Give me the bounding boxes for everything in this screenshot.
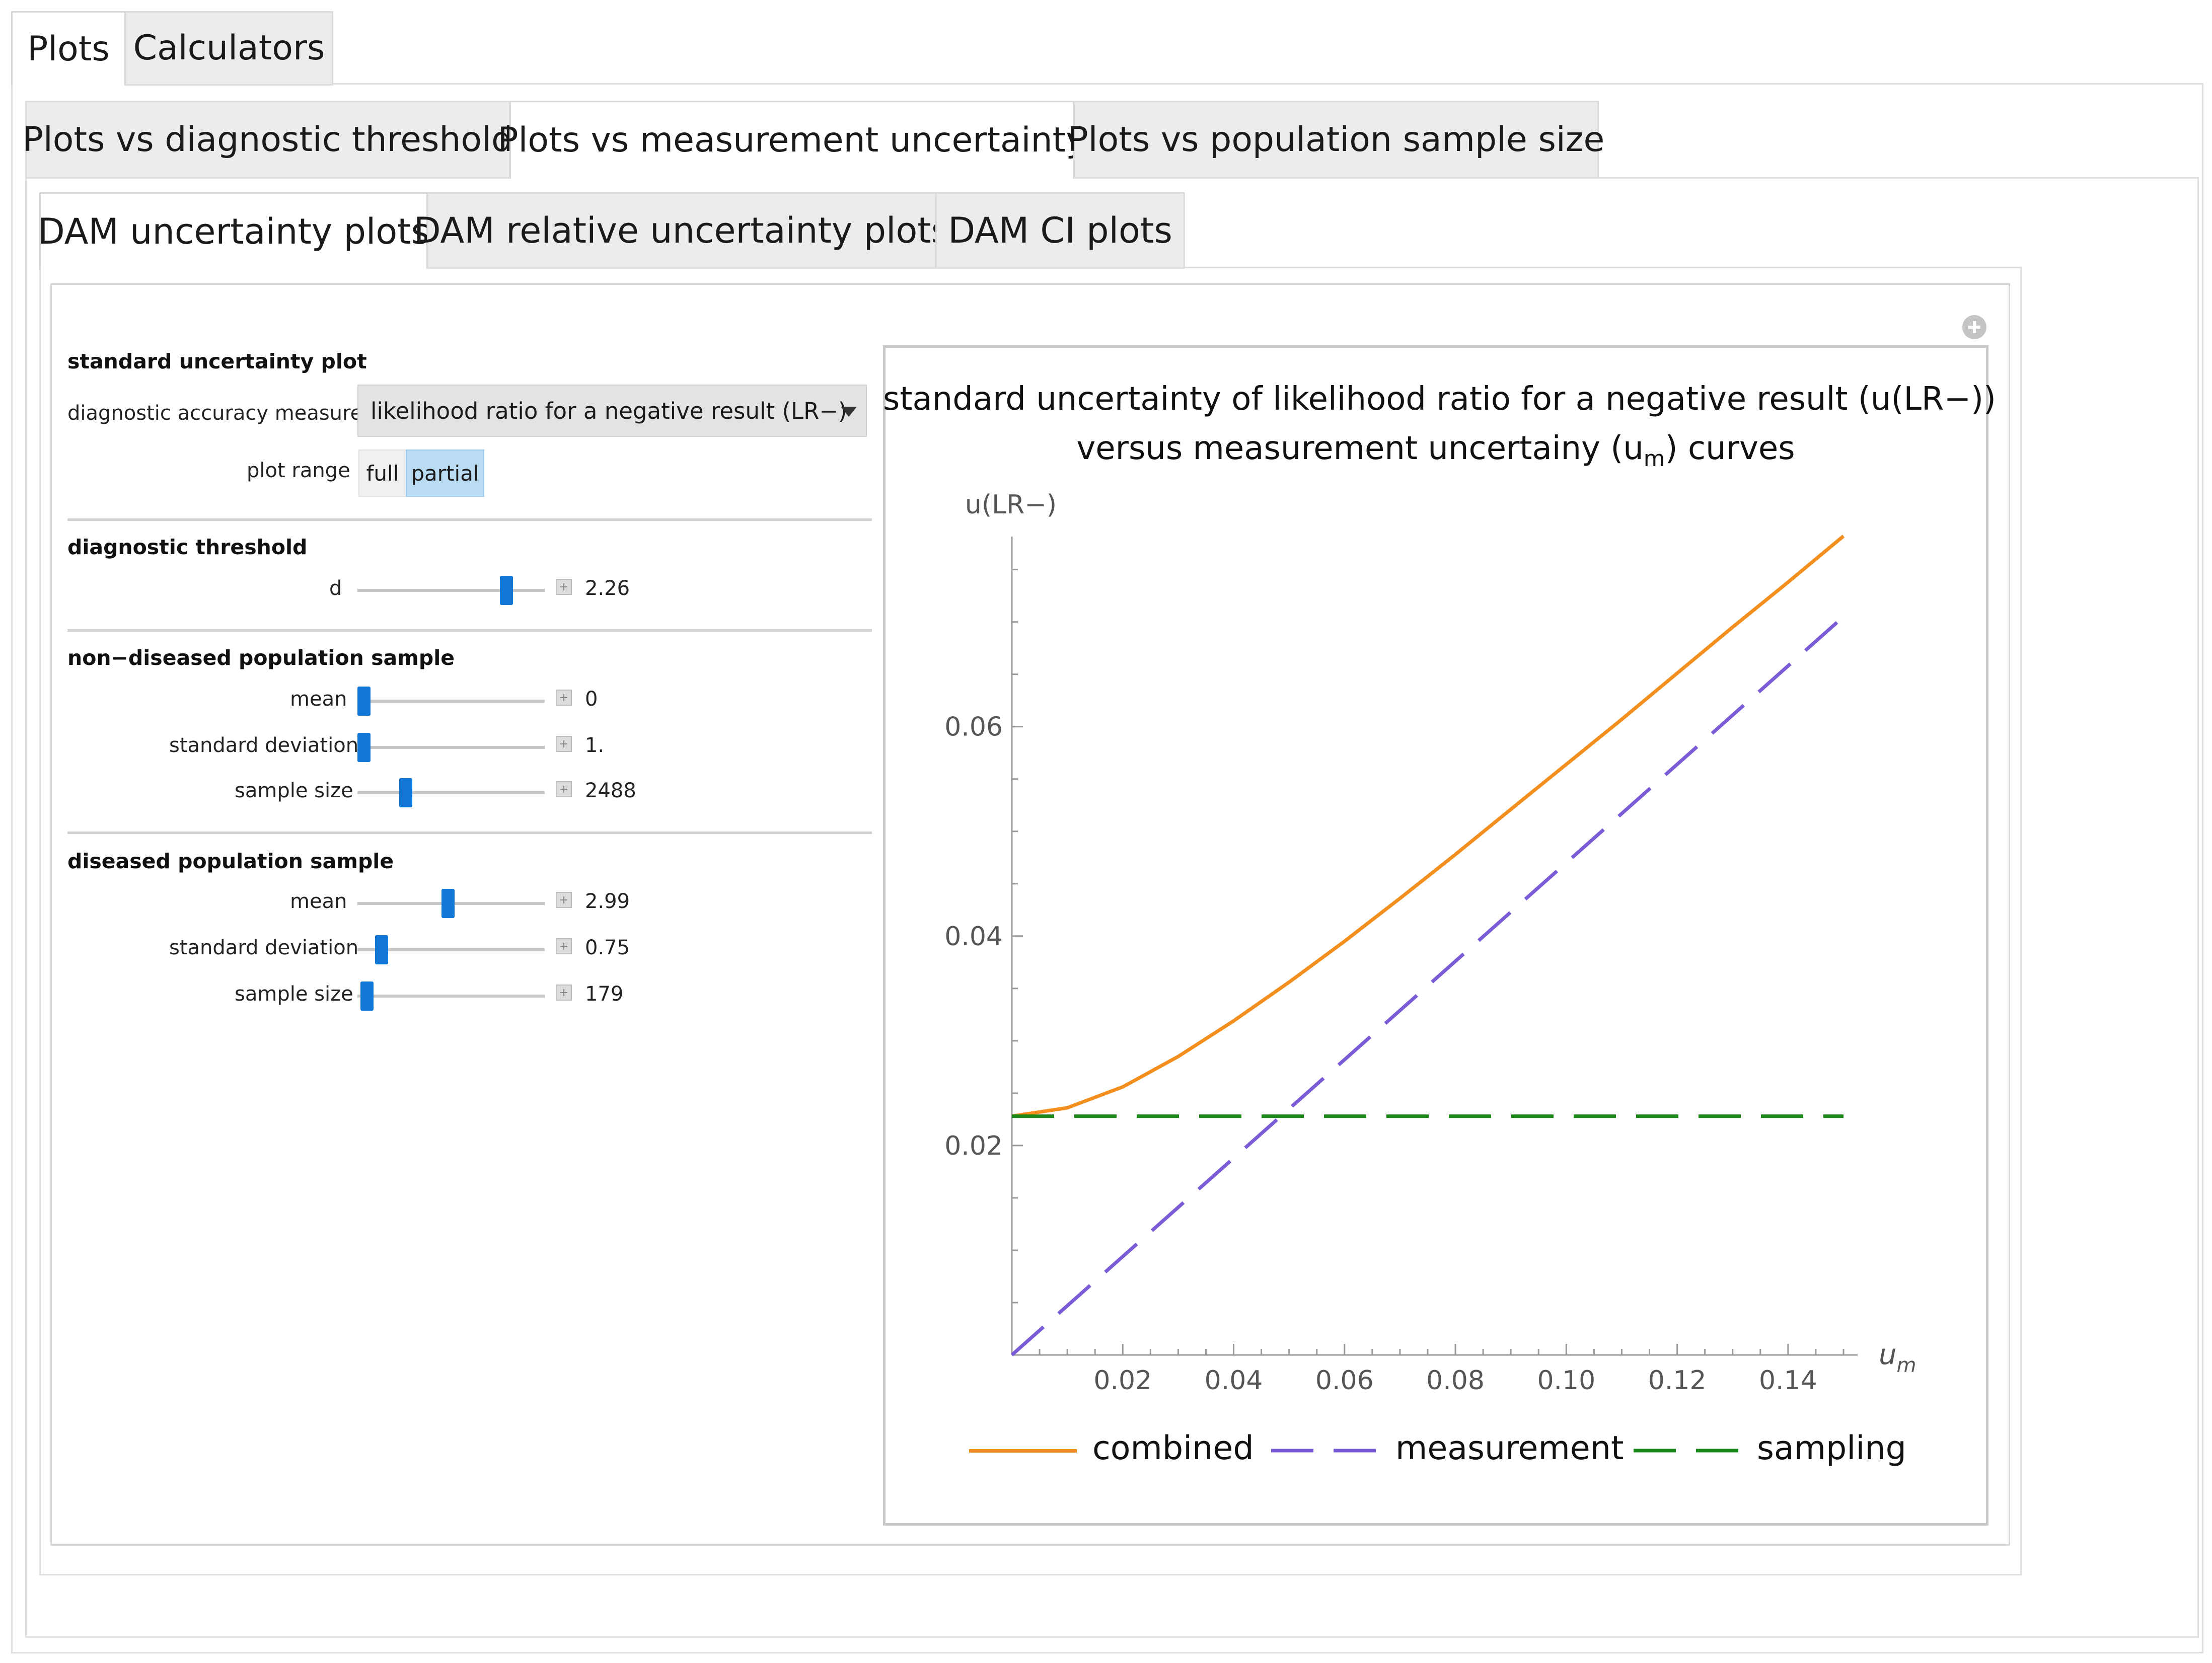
measure-label: diagnostic accuracy measure: [67, 402, 370, 425]
diseased-sd-value: 0.75 [585, 936, 630, 959]
x-axis-label: um [1879, 1338, 1916, 1377]
x-tick-label: 0.02 [1093, 1366, 1152, 1396]
y-tick-label: 0.02 [944, 1131, 1003, 1161]
nondiseased-n-label: sample size [235, 779, 353, 802]
nondiseased-sd-slider-track[interactable] [357, 746, 545, 749]
plus-box-icon[interactable] [556, 892, 572, 908]
d-slider-thumb[interactable] [500, 576, 513, 605]
tab-plots-vs-sample-size[interactable]: Plots vs population sample size [1068, 101, 1604, 179]
nondiseased-n-slider-track[interactable] [357, 791, 545, 794]
diseased-section-title: diseased population sample [67, 849, 394, 873]
nondiseased-sd-value: 1. [585, 734, 605, 757]
plus-circle-icon[interactable] [1962, 315, 1986, 339]
divider [67, 832, 872, 834]
plus-box-icon[interactable] [556, 736, 572, 752]
tab-calculators[interactable]: Calculators [125, 11, 333, 86]
diseased-n-slider-track[interactable] [357, 995, 545, 998]
nondiseased-mean-slider-thumb[interactable] [357, 687, 371, 716]
threshold-section-title: diagnostic threshold [67, 535, 308, 559]
chevron-down-icon [841, 407, 857, 417]
tab-plots-vs-threshold[interactable]: Plots vs diagnostic threshold [23, 101, 513, 179]
outer-frame [11, 83, 2203, 1653]
chart-title-line2: versus measurement uncertainy (um) curve… [883, 430, 1988, 472]
x-tick-label: 0.14 [1759, 1366, 1817, 1396]
legend-swatch-combined [969, 1449, 1077, 1453]
chart-title: standard uncertainty of likelihood ratio… [883, 381, 1996, 472]
nondiseased-sd-label: standard deviation [169, 734, 359, 757]
plot-range-label: plot range [247, 459, 350, 482]
plot-section-title: standard uncertainty plot [67, 349, 367, 373]
y-axis-label: u(LR−) [965, 490, 1057, 520]
x-tick-label: 0.04 [1205, 1366, 1263, 1396]
plus-box-icon[interactable] [556, 579, 572, 595]
diseased-sd-slider-thumb[interactable] [375, 935, 388, 964]
select-value: likelihood ratio for a negative result (… [371, 397, 847, 424]
chart-title-line2-pre: versus measurement uncertainy (u [1076, 430, 1644, 467]
legend-swatch-sampling [1634, 1449, 1741, 1453]
series-combined [1011, 535, 1845, 1118]
legend-label-measurement: measurement [1395, 1429, 1624, 1467]
plus-box-icon[interactable] [556, 938, 572, 954]
x-tick-label: 0.10 [1537, 1366, 1595, 1396]
diseased-mean-label: mean [290, 890, 347, 913]
chart-title-line2-sub: m [1643, 445, 1665, 472]
nondiseased-sd-slider-thumb[interactable] [357, 733, 371, 762]
plus-box-icon[interactable] [556, 985, 572, 1001]
nondiseased-mean-slider-track[interactable] [357, 700, 545, 703]
tab-plots[interactable]: Plots [11, 11, 126, 86]
legend-label-sampling: sampling [1757, 1429, 1906, 1467]
divider [67, 629, 872, 632]
plus-box-icon[interactable] [556, 690, 572, 706]
legend-swatch-measurement [1271, 1449, 1379, 1453]
x-tick-label: 0.12 [1648, 1366, 1707, 1396]
nondiseased-section-title: non−diseased population sample [67, 646, 455, 670]
diseased-n-slider-thumb[interactable] [360, 981, 374, 1011]
nondiseased-mean-value: 0 [585, 688, 598, 711]
d-label: d [329, 577, 342, 600]
diseased-mean-slider-thumb[interactable] [441, 889, 455, 918]
chart-frame [883, 345, 1988, 1526]
tab-plots-vs-measurement-uncertainty[interactable]: Plots vs measurement uncertainty [497, 101, 1086, 179]
d-slider-track[interactable] [357, 589, 545, 592]
y-tick-label: 0.06 [944, 712, 1003, 742]
diseased-sd-label: standard deviation [169, 936, 359, 959]
diseased-n-value: 179 [585, 982, 624, 1006]
nondiseased-mean-label: mean [290, 688, 347, 711]
divider [67, 518, 872, 521]
legend-label-combined: combined [1092, 1429, 1254, 1467]
tab-dam-ci-plots[interactable]: DAM CI plots [935, 192, 1185, 269]
y-tick-label: 0.04 [944, 922, 1003, 952]
diagnostic-accuracy-measure-select[interactable]: likelihood ratio for a negative result (… [357, 385, 867, 437]
tab-dam-relative-uncertainty-plots[interactable]: DAM relative uncertainty plots [414, 192, 949, 269]
diseased-sd-slider-track[interactable] [357, 948, 545, 951]
plus-box-icon[interactable] [556, 781, 572, 797]
plot-range-partial-button[interactable]: partial [406, 449, 484, 497]
x-tick-label: 0.06 [1315, 1366, 1374, 1396]
series-measurement [1010, 615, 1845, 1356]
d-value: 2.26 [585, 577, 630, 600]
diseased-mean-value: 2.99 [585, 890, 630, 913]
tab-dam-uncertainty-plots[interactable]: DAM uncertainty plots [38, 192, 429, 269]
nondiseased-n-slider-thumb[interactable] [399, 778, 412, 807]
nondiseased-n-value: 2488 [585, 779, 636, 802]
chart-title-line1: standard uncertainty of likelihood ratio… [883, 381, 1996, 418]
chart-title-line2-post: ) curves [1665, 430, 1795, 467]
diseased-n-label: sample size [235, 982, 353, 1006]
x-tick-label: 0.08 [1426, 1366, 1485, 1396]
